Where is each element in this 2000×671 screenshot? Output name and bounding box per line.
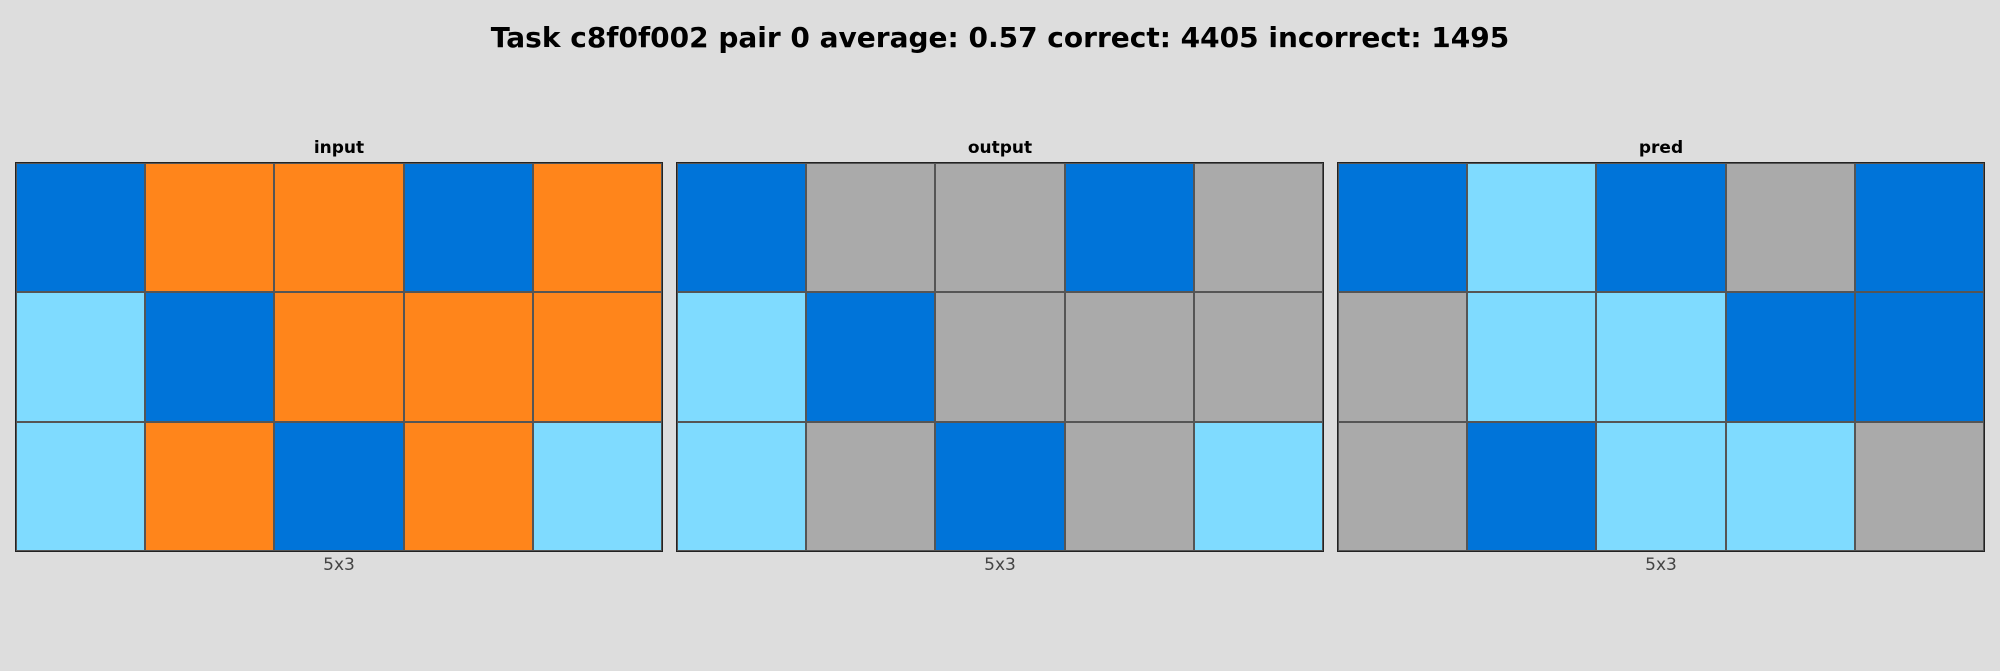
panel-title: pred [1638,138,1684,158]
grid-cell [935,163,1065,293]
grid-cell [1596,163,1726,293]
grid-cell [935,292,1065,422]
grid-cell [806,292,936,422]
grid-cell [532,163,662,293]
grid-cell [1854,292,1984,422]
panel-title: output [967,138,1033,158]
grid-cell [1854,163,1984,293]
grid-cell [532,421,662,551]
grid-cell [806,421,936,551]
grid-cell [677,163,807,293]
grid-cell [145,292,275,422]
grid-cell [1725,292,1855,422]
grid-cell [806,163,936,293]
input-grid [15,162,663,552]
grid-cell [274,421,404,551]
pred-grid [1337,162,1985,552]
grid-cell [145,421,275,551]
grid-cell [532,292,662,422]
grid-cell [274,292,404,422]
grid-size-label: 5x3 [984,555,1016,575]
grid-cell [1064,292,1194,422]
grid-cell [677,421,807,551]
grid-cell [1596,421,1726,551]
grid-cell [1338,163,1468,293]
grid-cell [677,292,807,422]
grid-cell [935,421,1065,551]
grid-cell [1725,421,1855,551]
grid-cell [403,163,533,293]
grid-cell [16,292,146,422]
grid-cell [403,421,533,551]
grid-cell [1467,421,1597,551]
grid-cell [1193,292,1323,422]
grid-cell [1064,421,1194,551]
grid-cell [16,163,146,293]
grid-cell [403,292,533,422]
page-title: Task c8f0f002 pair 0 average: 0.57 corre… [490,21,1510,54]
grid-cell [1854,421,1984,551]
grid-size-label: 5x3 [323,555,355,575]
grid-cell [16,421,146,551]
grid-cell [1467,292,1597,422]
grid-size-label: 5x3 [1645,555,1677,575]
grid-cell [1467,163,1597,293]
grid-cell [1064,163,1194,293]
panel-pred: pred 5x3 [1337,134,1985,578]
grid-cell [274,163,404,293]
panel-input: input 5x3 [15,134,663,578]
grid-cell [1193,163,1323,293]
grid-cell [1338,292,1468,422]
panel-output: output 5x3 [676,134,1324,578]
panel-title: input [313,138,365,158]
grid-cell [1725,163,1855,293]
grid-cell [1596,292,1726,422]
grid-cell [145,163,275,293]
grid-cell [1338,421,1468,551]
grid-cell [1193,421,1323,551]
output-grid [676,162,1324,552]
